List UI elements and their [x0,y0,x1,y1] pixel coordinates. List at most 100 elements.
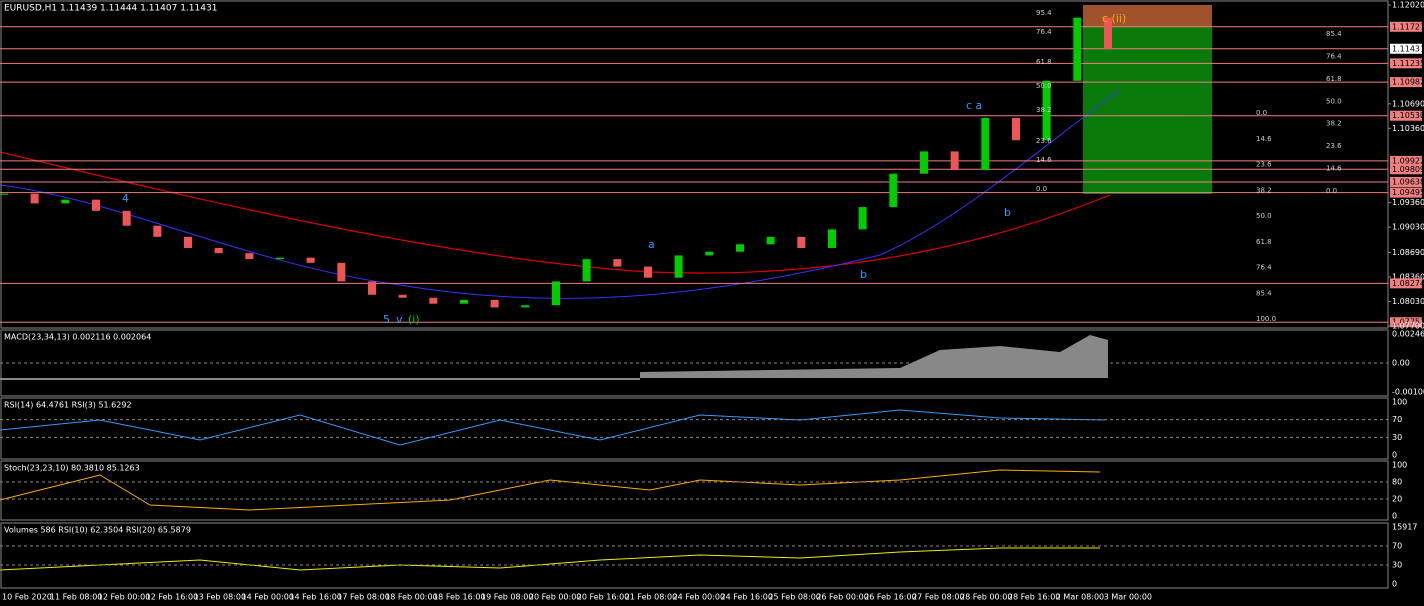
time-label: 12 Feb 16:00 [146,593,198,602]
panel-axis-label: 30 [1392,561,1402,570]
price-label: 1.09495 [1392,188,1424,197]
fib-label: 61.8 [1256,238,1272,246]
candle [122,210,131,226]
price-box [1390,58,1422,69]
panel-title: MACD(23,34,13) 0.002116 0.002064 [4,333,151,342]
wave-label: b [860,268,867,281]
candle [981,117,990,170]
candle [766,236,775,245]
fib-label: 14.6 [1036,156,1052,164]
panel-axis-label: 100 [1392,461,1407,470]
price-box [1390,278,1422,289]
price-box [1390,110,1422,121]
fib-label: 50.0 [1256,212,1272,220]
fib-label: 14.6 [1326,165,1342,173]
candle [1012,117,1020,141]
macd-histogram [0,335,1108,380]
candle [920,151,928,174]
wave-label: b [1004,206,1011,219]
panel-frame [0,522,1389,589]
price-box [1390,43,1422,54]
price-label: 1.08274 [1392,279,1424,288]
fib-label: 50.0 [1036,82,1052,90]
candle [429,297,438,304]
candle [398,294,407,298]
time-label: 24 Feb 16:00 [721,593,773,602]
panel-title: Volumes 586 RSI(10) 62.3504 RSI(20) 65.5… [4,526,191,535]
candle [153,225,162,237]
price-label: 1.10982 [1392,78,1424,87]
fib-label: 100.0 [1256,315,1276,323]
time-label: 18 Feb 16:00 [433,593,485,602]
candle [490,299,499,308]
fib-label: 38.2 [1256,186,1272,194]
fib-label: 23.6 [1256,161,1272,169]
panel-axis-label: 0.00 [1392,359,1410,368]
candle [1104,17,1112,49]
candle [950,151,959,170]
price-label: 1.11431 [1392,44,1424,53]
fib-label: 23.6 [1326,142,1342,150]
stop-zone [1083,5,1212,27]
fib-label: 38.2 [1036,106,1052,114]
price-box [1390,317,1422,328]
price-box [1390,176,1422,187]
price-box [1390,164,1422,175]
candle [276,257,284,260]
time-label: 24 Feb 00:00 [673,593,725,602]
price-label: 1.10690 [1392,99,1424,108]
time-label: 2 Mar 08:00 [1056,593,1104,602]
panel-axis-label: 0.002463 [1392,330,1424,339]
candle [460,299,468,304]
time-label: 12 Feb 00:00 [98,593,150,602]
candle [552,281,560,306]
time-label: 14 Feb 00:00 [242,593,294,602]
panel-axis-label: 0 [1392,451,1397,460]
price-label: 1.10360 [1392,124,1424,133]
panel-axis-label: 70 [1392,542,1402,551]
ma-blue [0,89,1121,299]
time-label: 14 Feb 16:00 [289,593,341,602]
candle [184,236,192,248]
price-label: 1.09638 [1392,177,1424,186]
candle [92,199,100,211]
panel-axis-label: 0 [1392,580,1397,589]
panel-axis-label: 15917 [1392,523,1417,532]
panel-axis-label: 100 [1392,398,1407,407]
ma-200 [0,151,1111,274]
price-label: 1.09922 [1392,156,1424,165]
fib-label: 50.0 [1326,97,1342,105]
fib-label: 61.8 [1326,75,1342,83]
fib-label: 95.4 [1036,9,1052,17]
wave-label: c (ii) [1102,12,1126,25]
price-box [1390,77,1422,88]
time-label: 21 Feb 08:00 [625,593,677,602]
candle [582,259,591,282]
candle [521,305,530,308]
fib-label: 14.6 [1256,135,1272,143]
fib-label: 85.4 [1256,289,1272,297]
stoch-line [0,469,1101,511]
time-label: 26 Feb 00:00 [816,593,868,602]
fib-label: 61.8 [1036,58,1052,66]
price-label: 1.10530 [1392,111,1424,120]
candle [889,173,898,208]
panel-axis-label: 70 [1392,415,1402,424]
candle [61,199,70,204]
time-label: 20 Feb 00:00 [529,593,581,602]
time-label: 13 Feb 08:00 [194,593,246,602]
time-label: 25 Feb 08:00 [768,593,820,602]
candle [245,253,254,260]
wave-label: 4 [122,192,129,205]
time-label: 27 Feb 08:00 [912,593,964,602]
fib-label: 76.4 [1326,52,1342,60]
time-label: 10 Feb 2020 [2,593,52,602]
candle [858,207,867,230]
panel-axis-label: 30 [1392,433,1402,442]
candle [1042,80,1051,141]
panel-title: Stoch(23,23,10) 80.3810 85.1263 [4,464,140,473]
time-label: 28 Feb 00:00 [960,593,1012,602]
candle [736,244,744,252]
time-label: 26 Feb 16:00 [864,593,916,602]
